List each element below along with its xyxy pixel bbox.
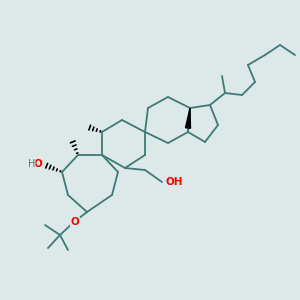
Polygon shape: [185, 108, 190, 128]
Text: H: H: [28, 159, 35, 169]
Text: O: O: [70, 217, 80, 227]
Text: O: O: [33, 159, 42, 169]
Text: OH: OH: [165, 177, 182, 187]
